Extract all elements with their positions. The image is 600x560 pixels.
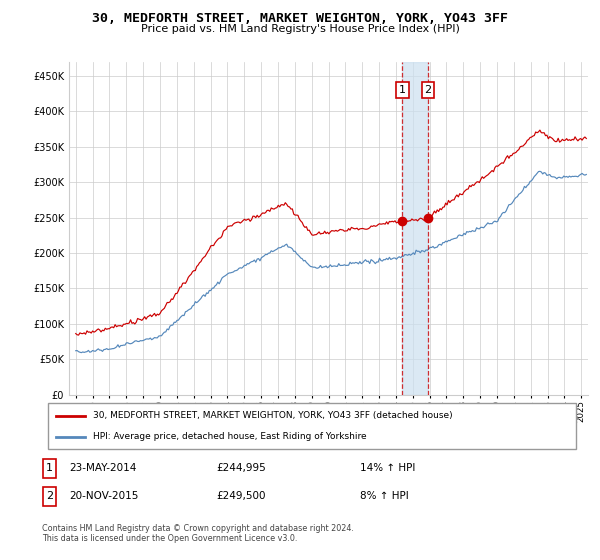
Text: 2: 2 [46, 491, 53, 501]
Text: Contains HM Land Registry data © Crown copyright and database right 2024.
This d: Contains HM Land Registry data © Crown c… [42, 524, 354, 543]
Text: £249,500: £249,500 [216, 491, 265, 501]
Text: Price paid vs. HM Land Registry's House Price Index (HPI): Price paid vs. HM Land Registry's House … [140, 24, 460, 34]
Text: 30, MEDFORTH STREET, MARKET WEIGHTON, YORK, YO43 3FF: 30, MEDFORTH STREET, MARKET WEIGHTON, YO… [92, 12, 508, 25]
Text: 30, MEDFORTH STREET, MARKET WEIGHTON, YORK, YO43 3FF (detached house): 30, MEDFORTH STREET, MARKET WEIGHTON, YO… [93, 411, 452, 420]
Text: 8% ↑ HPI: 8% ↑ HPI [360, 491, 409, 501]
FancyBboxPatch shape [43, 459, 56, 478]
Bar [403, 62, 428, 395]
FancyBboxPatch shape [43, 487, 56, 506]
Text: 2: 2 [424, 85, 431, 95]
Text: 20-NOV-2015: 20-NOV-2015 [69, 491, 139, 501]
Text: 23-MAY-2014: 23-MAY-2014 [69, 463, 136, 473]
Text: 1: 1 [46, 463, 53, 473]
Text: 1: 1 [399, 85, 406, 95]
FancyBboxPatch shape [48, 403, 576, 449]
Text: £244,995: £244,995 [216, 463, 266, 473]
Text: 14% ↑ HPI: 14% ↑ HPI [360, 463, 415, 473]
Text: HPI: Average price, detached house, East Riding of Yorkshire: HPI: Average price, detached house, East… [93, 432, 367, 441]
